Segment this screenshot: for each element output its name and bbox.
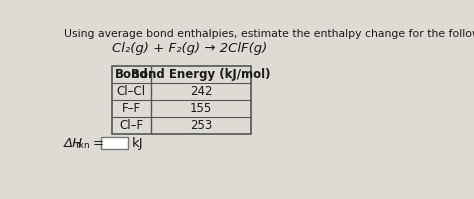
Bar bbox=[101, 138, 128, 149]
Text: Bond: Bond bbox=[114, 68, 148, 81]
Text: 242: 242 bbox=[190, 85, 212, 98]
Text: rxn: rxn bbox=[75, 141, 90, 150]
Text: Cl–F: Cl–F bbox=[119, 119, 144, 132]
Text: Cl₂(g) + F₂(g) → 2ClF(g): Cl₂(g) + F₂(g) → 2ClF(g) bbox=[112, 42, 267, 55]
Text: F–F: F–F bbox=[122, 102, 141, 115]
Bar bbox=[112, 66, 251, 134]
Text: ΔH: ΔH bbox=[64, 137, 83, 150]
Text: Bond Energy (kJ/mol): Bond Energy (kJ/mol) bbox=[131, 68, 271, 81]
Text: 155: 155 bbox=[190, 102, 212, 115]
Text: kJ: kJ bbox=[131, 137, 143, 150]
Text: 253: 253 bbox=[190, 119, 212, 132]
Text: Cl–Cl: Cl–Cl bbox=[117, 85, 146, 98]
Text: =: = bbox=[92, 137, 104, 150]
Text: Using average bond enthalpies, estimate the enthalpy change for the following re: Using average bond enthalpies, estimate … bbox=[64, 29, 474, 39]
